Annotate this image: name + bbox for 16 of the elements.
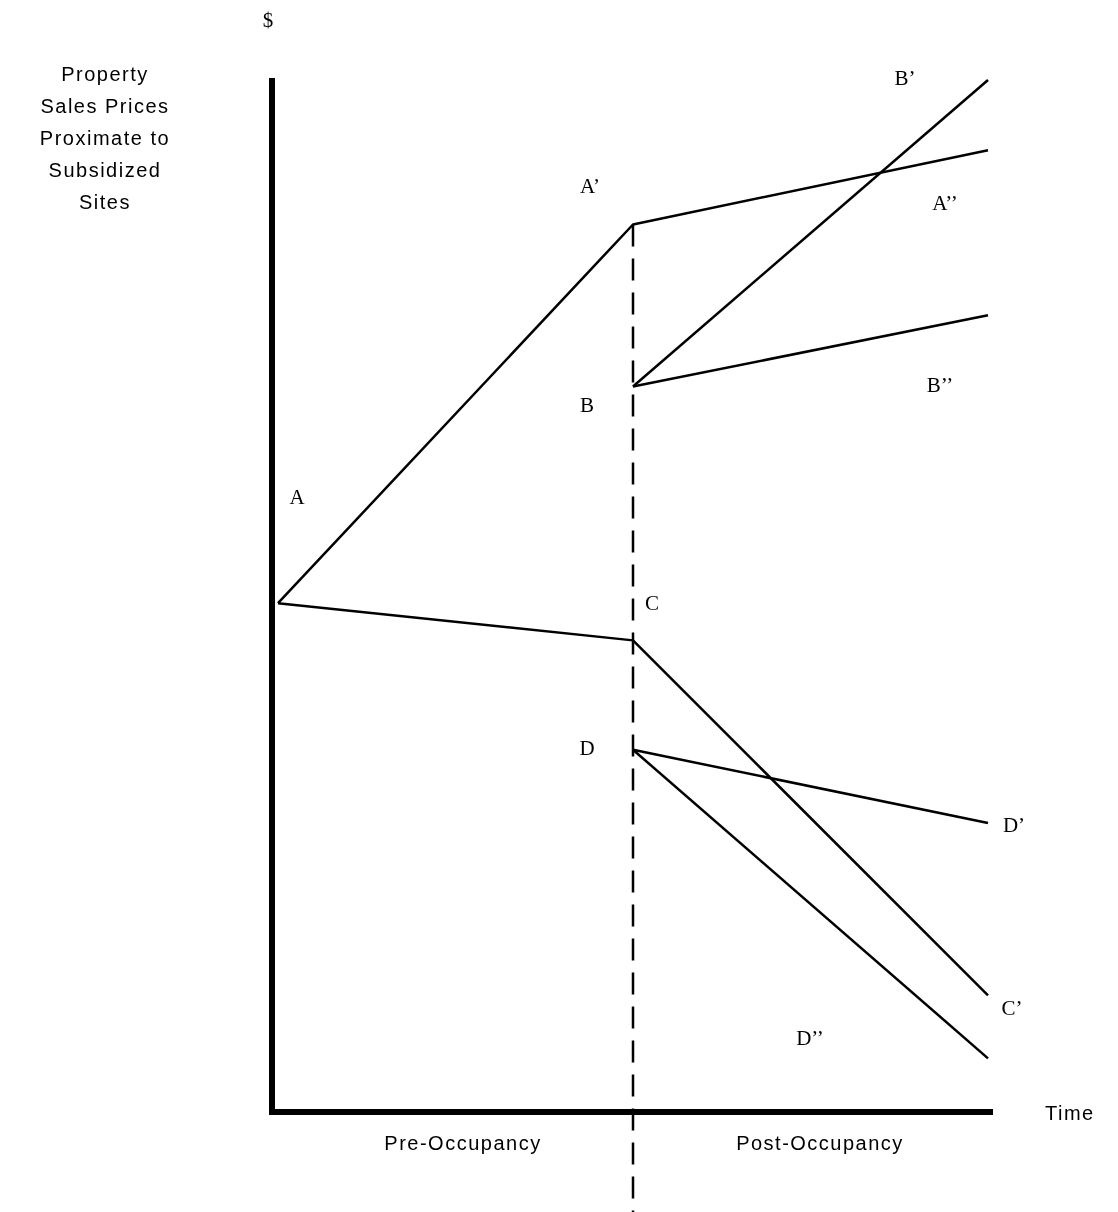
annotation: B’’ [926,373,954,397]
annotation: A’ [580,174,600,198]
y-axis-title: Property Sales Prices Proximate to Subsidized Sites [39,63,171,213]
annotation: C [644,591,660,615]
x-axis-title: Time [1045,1102,1095,1124]
text: Post-Occupancy [736,1132,904,1154]
text: $ [262,8,274,32]
text: Pre-Occupancy [384,1132,542,1154]
annotation: D [579,736,595,760]
annotation: A’’ [932,191,958,215]
annotation: B’ [894,66,916,90]
annotation: A [289,485,306,509]
text: D’ [1002,813,1026,837]
text: C’ [1001,996,1023,1020]
annotation: B [579,393,595,417]
annotation: D’’ [796,1026,824,1050]
